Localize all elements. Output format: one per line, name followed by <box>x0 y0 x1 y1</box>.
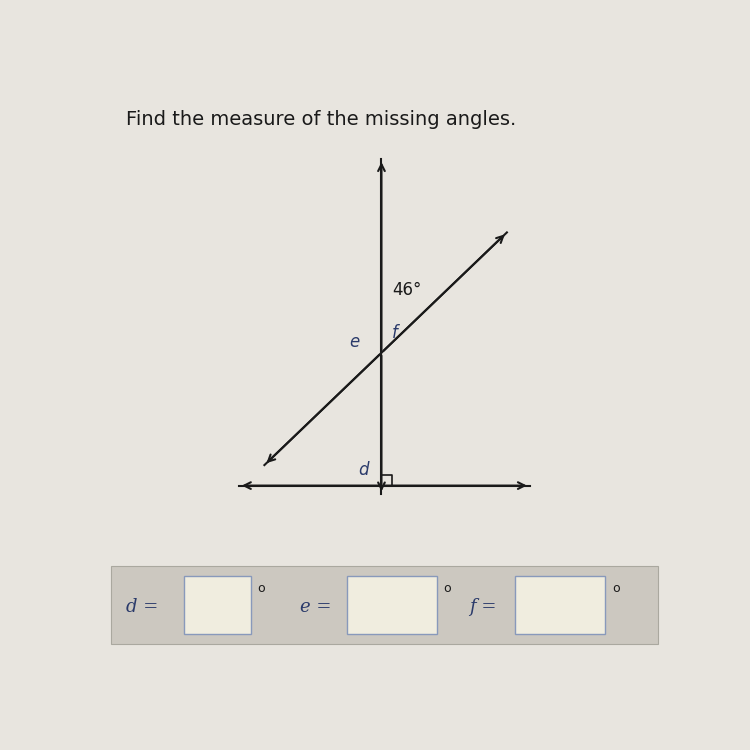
FancyBboxPatch shape <box>111 566 658 644</box>
FancyBboxPatch shape <box>515 576 605 634</box>
FancyBboxPatch shape <box>184 576 250 634</box>
Text: o: o <box>612 582 620 595</box>
Text: f =: f = <box>469 598 496 616</box>
Text: 46°: 46° <box>392 281 422 299</box>
Text: d =: d = <box>126 598 158 616</box>
Text: e =: e = <box>300 598 332 616</box>
Text: o: o <box>444 582 452 595</box>
Text: d: d <box>358 460 369 478</box>
Text: e: e <box>350 333 360 351</box>
Text: Find the measure of the missing angles.: Find the measure of the missing angles. <box>126 110 516 129</box>
Text: o: o <box>258 582 266 595</box>
Text: f: f <box>392 324 398 342</box>
FancyBboxPatch shape <box>346 576 436 634</box>
